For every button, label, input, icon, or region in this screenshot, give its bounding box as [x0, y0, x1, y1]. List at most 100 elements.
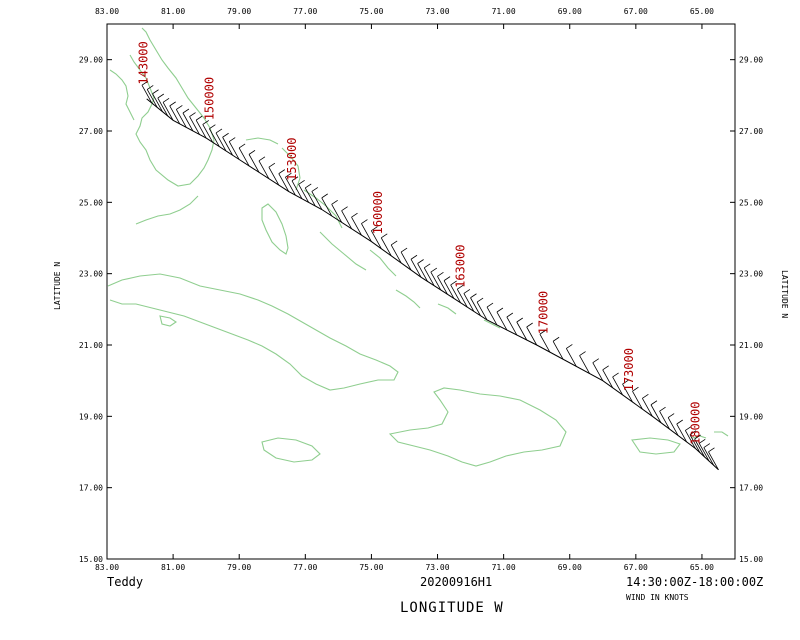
wind-barb-staff [341, 210, 352, 229]
x-tick-label-bottom: 75.00 [359, 563, 383, 572]
coastline-abaco [281, 147, 301, 191]
wind-barb [642, 394, 653, 417]
wind-barb-flag [632, 386, 639, 392]
x-tick-label-top: 83.00 [95, 7, 119, 16]
wind-barb [676, 419, 688, 443]
wind-barb-flag [457, 284, 464, 290]
wind-barb-staff [285, 177, 296, 196]
wind-barb-staff [552, 341, 564, 360]
wind-barb-staff [430, 271, 442, 291]
wind-barb-flag [238, 143, 246, 149]
wind-barb-flag [450, 280, 457, 286]
wind-barb-flag [215, 128, 223, 134]
coastline-inagua [437, 303, 457, 315]
coastline-andros [261, 203, 289, 255]
coastline-anguilla [714, 431, 729, 437]
wind-barb-staff [443, 280, 455, 299]
wind-barb-staff [463, 293, 475, 312]
wind-barb-staff [175, 109, 187, 128]
wind-barb [390, 240, 402, 264]
wind-barb [351, 212, 362, 236]
wind-barb [526, 322, 538, 346]
time-range: 14:30:00Z-18:00:00Z [626, 575, 763, 589]
y-tick-label-left: 19.00 [79, 412, 103, 421]
wind-barb [417, 259, 428, 282]
wind-barb-flag [169, 101, 176, 107]
wind-barb [612, 372, 623, 396]
y-tick-label-left: 17.00 [79, 484, 103, 493]
wind-barb-staff [476, 301, 488, 321]
wind-barb-staff [222, 137, 233, 156]
y-tick-label-left: 15.00 [79, 555, 103, 564]
wind-barb-staff [703, 447, 715, 466]
wind-barb-flag [305, 183, 312, 189]
wind-barb [175, 105, 187, 128]
time-label: 163000 [454, 245, 468, 288]
wind-barb-staff [612, 376, 623, 396]
wind-barb-flag [676, 419, 683, 425]
wind-barb-staff [437, 276, 448, 295]
wind-barb-flag [291, 176, 299, 182]
coastline-jamaica [261, 437, 321, 463]
wind-barb-flag [258, 156, 266, 162]
wind-barb [539, 329, 551, 353]
wind-barb-flag [147, 85, 154, 90]
wind-barb [552, 336, 564, 360]
wind-barb-staff [642, 398, 653, 417]
wind-barb [437, 272, 448, 295]
wind-barb [565, 344, 577, 367]
x-tick-label-top: 65.00 [690, 7, 714, 16]
wind-barb-staff [390, 244, 402, 264]
x-tick-label-bottom: 69.00 [558, 563, 582, 572]
wind-barb [278, 169, 290, 192]
wind-barb [380, 233, 392, 257]
x-tick-label-top: 75.00 [359, 7, 383, 16]
wind-barb [622, 379, 633, 403]
wind-barb-flag [341, 206, 348, 212]
wind-barb-staff [450, 284, 462, 304]
wind-barb [632, 386, 643, 410]
wind-barb-staff [311, 191, 323, 210]
wind-barb-staff [565, 348, 577, 367]
wind-barb-layer [141, 80, 719, 471]
coastline-layer [107, 27, 729, 467]
wind-barb-staff [496, 311, 508, 331]
wind-barb [694, 434, 705, 458]
wind-barb [463, 289, 475, 312]
wind-barb-flag [410, 254, 418, 260]
wind-barb-staff [526, 326, 538, 346]
y-tick-label-right: 23.00 [739, 270, 763, 279]
wind-barb [146, 85, 158, 108]
wind-barb-flag [602, 365, 609, 371]
wind-barb-flag [516, 317, 523, 323]
wind-barb-flag [423, 263, 431, 269]
wind-barb [268, 162, 280, 186]
wind-barb-staff [417, 263, 428, 282]
wind-barb [486, 302, 498, 326]
wind-barb-staff [380, 237, 392, 257]
wind-barb-flag [141, 80, 149, 86]
axis-ticks: 83.00 83.00 81.00 81.00 79.00 79.00 77.00 77.00… [79, 7, 763, 572]
wind-barb-flag [202, 120, 209, 125]
wind-barb-flag [463, 289, 471, 294]
wind-barb-flag [708, 447, 715, 453]
wind-barb-staff [632, 391, 643, 410]
wind-barb-staff [195, 119, 207, 139]
wind-barb [592, 358, 604, 381]
wind-barb-flag [476, 297, 484, 303]
wind-barb [258, 156, 270, 179]
wind-barb-staff [659, 410, 670, 430]
y-tick-label-left: 27.00 [79, 127, 103, 136]
x-tick-label-bottom: 79.00 [227, 563, 251, 572]
wind-barb-staff [667, 417, 679, 436]
wind-barb [430, 267, 442, 291]
y-axis-title-left: LATITUDE N [53, 262, 62, 310]
wind-barb-flag [667, 413, 675, 418]
wind-barb-staff [650, 404, 662, 423]
y-tick-label-right: 25.00 [739, 198, 763, 207]
wind-barb [450, 280, 462, 304]
wind-barb [157, 93, 169, 117]
wind-barb-staff [162, 102, 174, 121]
coastline-florida-keys [135, 195, 199, 225]
wind-barb [195, 115, 207, 139]
